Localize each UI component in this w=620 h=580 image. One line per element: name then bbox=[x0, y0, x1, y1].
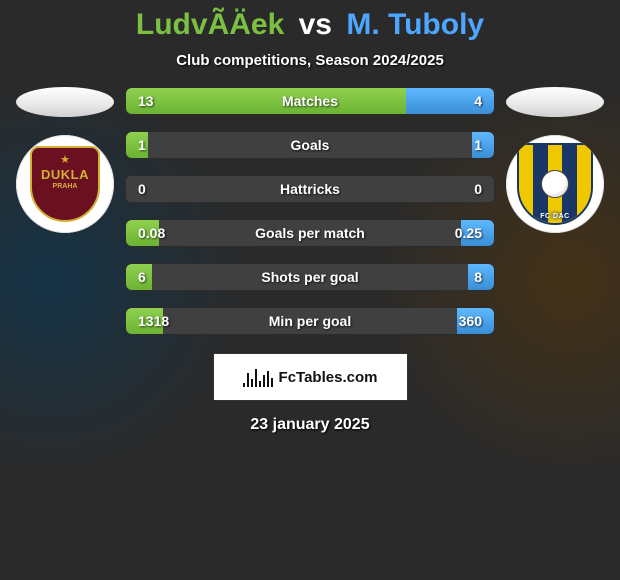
page-title: LudvÃÄek vs M. Tuboly bbox=[0, 8, 620, 42]
player1-name: LudvÃÄek bbox=[136, 8, 284, 41]
stat-bar: 1318 360 Min per goal bbox=[125, 307, 495, 335]
star-icon: ★ bbox=[60, 153, 70, 166]
chart-bar bbox=[259, 381, 261, 387]
player2-name: M. Tuboly bbox=[346, 8, 484, 41]
stat-value-right: 8 bbox=[474, 269, 482, 285]
chart-bar bbox=[247, 373, 249, 387]
club-left-sub: PRAHA bbox=[53, 183, 78, 190]
brand-badge: FcTables.com bbox=[213, 353, 408, 401]
stat-value-right: 1 bbox=[474, 137, 482, 153]
chart-bar bbox=[255, 369, 257, 387]
stat-label: Min per goal bbox=[269, 313, 351, 329]
chart-bar bbox=[251, 379, 253, 387]
stats-bars: 13 4 Matches 1 1 Goals 0 0 Hattricks 0.08 0.25 Goal… bbox=[125, 87, 495, 335]
club-badge-left: ★ DUKLA PRAHA ~ bbox=[16, 135, 114, 233]
dac-shield: FC DAC bbox=[517, 143, 593, 225]
stat-value-left: 0.08 bbox=[138, 225, 165, 241]
stat-label: Hattricks bbox=[280, 181, 340, 197]
stat-bar: 6 8 Shots per goal bbox=[125, 263, 495, 291]
stat-bar: 0.08 0.25 Goals per match bbox=[125, 219, 495, 247]
left-column: ★ DUKLA PRAHA ~ bbox=[15, 87, 115, 233]
chart-bar bbox=[243, 383, 245, 387]
stat-label: Goals bbox=[291, 137, 330, 153]
stat-value-left: 1318 bbox=[138, 313, 169, 329]
stat-label: Goals per match bbox=[255, 225, 365, 241]
stat-bar: 1 1 Goals bbox=[125, 131, 495, 159]
date-label: 23 january 2025 bbox=[0, 416, 620, 434]
player1-avatar-placeholder bbox=[16, 87, 114, 117]
subtitle: Club competitions, Season 2024/2025 bbox=[0, 52, 620, 69]
stat-value-left: 0 bbox=[138, 181, 146, 197]
chart-bar bbox=[267, 371, 269, 387]
stat-label: Shots per goal bbox=[261, 269, 358, 285]
club-left-name: DUKLA bbox=[41, 167, 89, 182]
main-row: ★ DUKLA PRAHA ~ 13 4 Matches 1 1 Goals 0 0 Hattr… bbox=[0, 87, 620, 335]
stat-label: Matches bbox=[282, 93, 338, 109]
chart-bar bbox=[271, 378, 273, 387]
dukla-shield: ★ DUKLA PRAHA ~ bbox=[30, 146, 100, 222]
infographic-container: LudvÃÄek vs M. Tuboly Club competitions,… bbox=[0, 0, 620, 434]
brand-text: FcTables.com bbox=[279, 369, 378, 386]
chart-bar bbox=[263, 375, 265, 387]
ball-icon bbox=[541, 170, 569, 198]
bar-fill-left bbox=[126, 88, 406, 114]
stat-value-right: 4 bbox=[474, 93, 482, 109]
club-left-script: ~ bbox=[63, 196, 67, 202]
stat-value-left: 13 bbox=[138, 93, 154, 109]
vs-label: vs bbox=[299, 8, 332, 41]
stat-value-right: 0 bbox=[474, 181, 482, 197]
stat-bar: 0 0 Hattricks bbox=[125, 175, 495, 203]
stat-value-left: 6 bbox=[138, 269, 146, 285]
chart-icon bbox=[243, 367, 273, 387]
stat-value-left: 1 bbox=[138, 137, 146, 153]
stat-bar: 13 4 Matches bbox=[125, 87, 495, 115]
right-column: FC DAC bbox=[505, 87, 605, 233]
stat-value-right: 360 bbox=[459, 313, 482, 329]
stat-value-right: 0.25 bbox=[455, 225, 482, 241]
club-right-label: FC DAC bbox=[540, 213, 569, 220]
club-badge-right: FC DAC bbox=[506, 135, 604, 233]
player2-avatar-placeholder bbox=[506, 87, 604, 117]
